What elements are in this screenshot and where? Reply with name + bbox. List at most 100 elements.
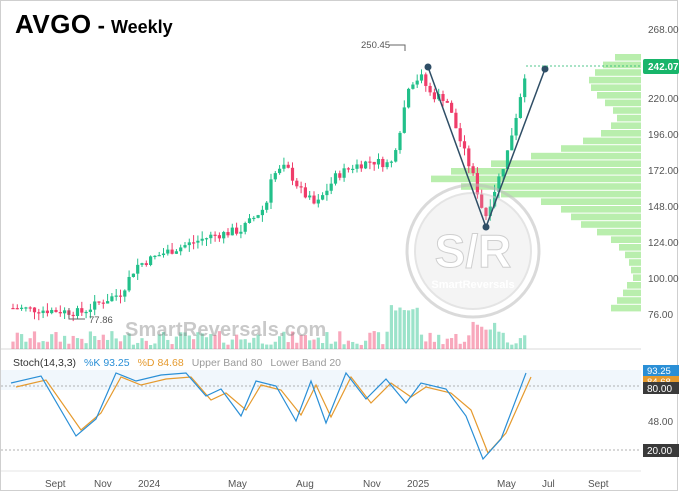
time-label: Sept xyxy=(588,479,609,490)
candle-body xyxy=(157,255,161,257)
volume-bar xyxy=(368,332,372,349)
profile-row xyxy=(431,175,641,183)
volume-bar xyxy=(80,338,84,349)
candle-body xyxy=(316,199,320,204)
volume-bar xyxy=(213,334,217,349)
volume-bar xyxy=(144,340,148,349)
candle-body xyxy=(308,195,312,198)
volume-bar xyxy=(50,334,54,349)
candle-body xyxy=(368,161,372,163)
candle-body xyxy=(50,309,54,314)
candle-body xyxy=(153,255,157,258)
candlesticks[interactable] xyxy=(11,69,527,322)
candle-body xyxy=(101,302,105,304)
volume-bar xyxy=(127,333,131,349)
candle-body xyxy=(32,307,37,313)
volume-bar xyxy=(174,336,178,349)
time-label: Nov xyxy=(94,479,112,490)
profile-row xyxy=(617,297,641,304)
volume-bar xyxy=(389,305,393,349)
volume-bar xyxy=(217,331,221,349)
volume-bar xyxy=(462,341,467,349)
stoch-lower-tag xyxy=(643,444,679,457)
candle-body xyxy=(166,249,170,254)
profile-row xyxy=(589,76,641,84)
volume-bar xyxy=(37,342,41,349)
volume-bar xyxy=(140,338,144,349)
volume-bar xyxy=(467,335,471,349)
candle-body xyxy=(71,314,75,317)
candle-body xyxy=(149,256,153,265)
candle-body xyxy=(196,240,200,243)
candle-body xyxy=(174,251,178,254)
profile-row xyxy=(615,54,641,61)
profile-row xyxy=(561,145,641,152)
candle-body xyxy=(239,231,243,234)
volume-bar xyxy=(312,339,316,349)
volume-bar xyxy=(510,344,514,349)
candle-body xyxy=(282,164,286,169)
volume-bar xyxy=(381,344,385,349)
volume-bar xyxy=(209,334,213,349)
candle-body xyxy=(110,296,114,302)
candle-body xyxy=(15,308,19,310)
volume-bar xyxy=(471,321,475,349)
candle-body xyxy=(372,161,376,165)
candle-body xyxy=(75,308,80,316)
profile-row xyxy=(591,84,641,91)
volume-bar xyxy=(321,343,325,349)
candle-body xyxy=(428,85,432,93)
volume-bar xyxy=(114,338,118,349)
volume-bar xyxy=(518,338,522,349)
volume-bar xyxy=(192,339,196,349)
volume-bar xyxy=(342,344,346,349)
stoch-k-legend: %K 93.25 xyxy=(84,357,130,369)
current-price-tag xyxy=(643,59,679,74)
volume-bar xyxy=(497,331,501,349)
volume-bar xyxy=(338,331,342,349)
volume-bar xyxy=(88,331,92,349)
volume-bar xyxy=(432,341,436,349)
candle-body xyxy=(493,191,497,207)
volume-bar xyxy=(45,341,49,349)
candle-body xyxy=(351,168,355,171)
candle-body xyxy=(402,107,406,133)
candle-body xyxy=(501,169,505,177)
volume-profile xyxy=(431,54,641,312)
candle-body xyxy=(170,249,174,254)
price-tick: 124.00 xyxy=(648,238,679,249)
volume-bar xyxy=(183,332,187,349)
profile-row xyxy=(583,137,641,145)
candle-body xyxy=(243,222,247,232)
profile-row xyxy=(611,304,641,312)
candle-body xyxy=(41,310,45,314)
candle-body xyxy=(497,176,501,192)
volume-bar xyxy=(97,339,101,349)
volume-bar xyxy=(359,344,363,349)
volume-bar xyxy=(187,335,191,349)
volume-bar xyxy=(269,344,273,349)
volume-bar xyxy=(398,307,402,349)
candle-body xyxy=(144,263,148,265)
candle-body xyxy=(63,310,67,314)
candle-body xyxy=(312,195,316,204)
stochastic-pane[interactable]: 93.25 84.68 80.00 48.00 20.00 xyxy=(1,365,679,461)
volume-bar xyxy=(260,343,264,349)
candle-body xyxy=(415,80,419,85)
volume-bar xyxy=(67,343,71,349)
candle-body xyxy=(290,167,295,181)
candle-body xyxy=(200,238,204,241)
volume-bar xyxy=(20,334,24,349)
volume-bars xyxy=(11,305,527,349)
profile-row xyxy=(619,244,641,251)
volume-bar xyxy=(333,341,338,349)
watermark-logo-subtext: SmartReversals xyxy=(431,279,514,291)
candle-body xyxy=(269,179,273,203)
volume-bar xyxy=(316,337,320,349)
volume-bar xyxy=(196,332,200,349)
candle-body xyxy=(84,311,88,314)
volume-bar xyxy=(243,339,247,349)
time-axis: Sept Nov 2024 May Aug Nov 2025 May Jul S… xyxy=(45,479,609,490)
